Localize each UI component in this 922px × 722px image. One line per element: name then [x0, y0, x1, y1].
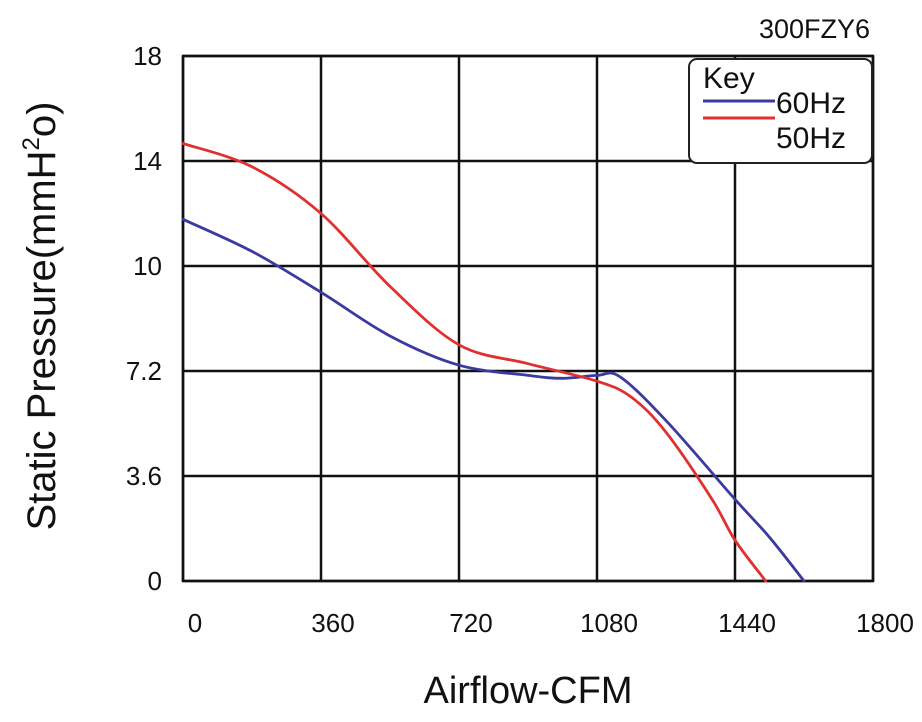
legend-title: Key — [703, 62, 755, 95]
x-axis-label: Airflow-CFM — [424, 670, 633, 712]
y-axis-label-main: Static Pressure(mmH — [20, 150, 64, 530]
legend: Key 60Hz 50Hz — [688, 58, 873, 164]
series-lines — [181, 142, 806, 583]
x-tick-label: 0 — [188, 608, 202, 638]
y-tick-label: 3.6 — [126, 461, 162, 491]
series-line-60hz — [181, 217, 806, 583]
y-tick-label: 18 — [133, 41, 162, 71]
y-tick-label: 14 — [133, 146, 162, 176]
x-tick-label: 720 — [449, 608, 492, 638]
y-tick-label: 0 — [148, 566, 162, 596]
x-tick-label: 1440 — [718, 608, 776, 638]
x-tick-label: 1080 — [580, 608, 638, 638]
y-axis-label-superscript: 2 — [18, 137, 45, 150]
y-axis-label: Static Pressure(mmH2o) — [18, 102, 64, 531]
series-line-50hz — [181, 142, 768, 583]
x-tick-label: 1800 — [856, 608, 914, 638]
legend-item-50hz: 50Hz — [776, 122, 846, 155]
legend-box — [688, 58, 873, 164]
y-tick-labels: 0 3.6 7.2 10 14 18 — [126, 41, 162, 596]
y-axis-label-tail: o) — [20, 102, 64, 138]
plot-frame — [181, 54, 875, 583]
y-tick-label: 7.2 — [126, 356, 162, 386]
legend-item-60hz: 60Hz — [776, 87, 846, 120]
y-tick-label: 10 — [133, 251, 162, 281]
x-tick-labels: 0 360 720 1080 1440 1800 — [188, 608, 914, 638]
x-tick-label: 360 — [311, 608, 354, 638]
model-label: 300FZY6 — [759, 14, 870, 44]
